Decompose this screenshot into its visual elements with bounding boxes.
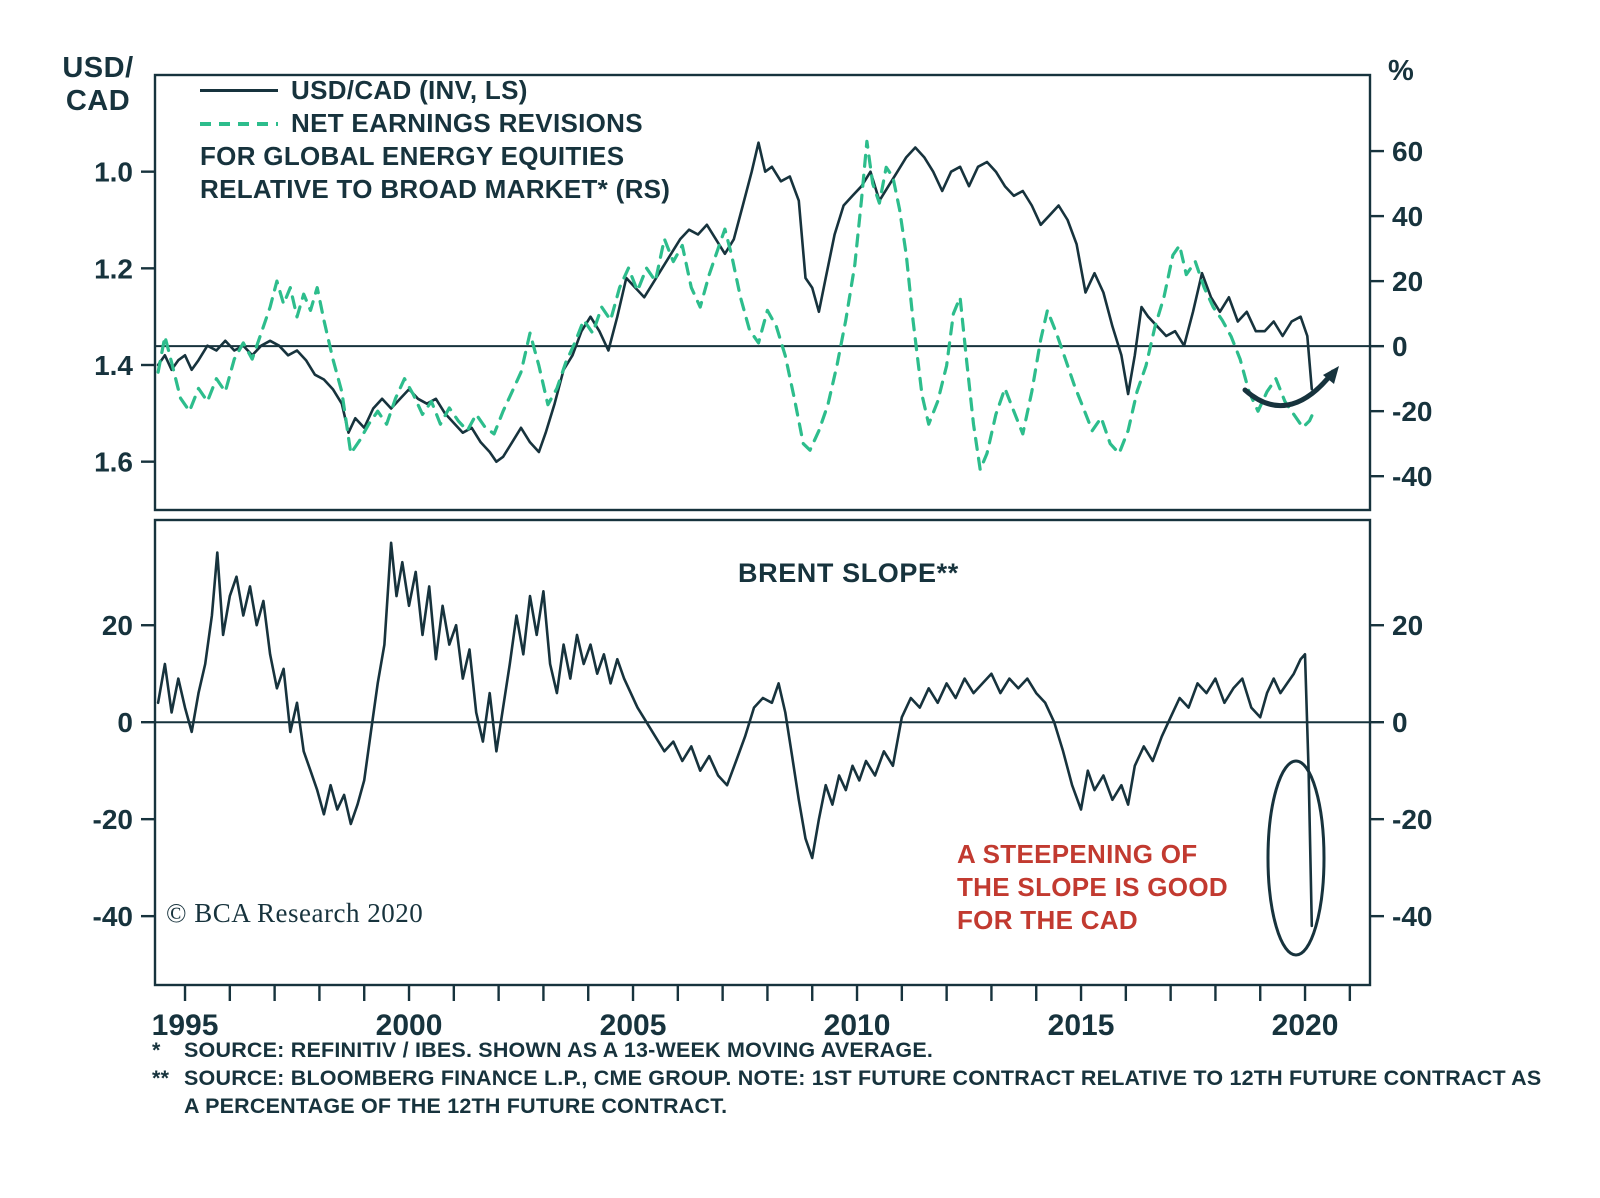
red-annotation: A STEEPENING OF THE SLOPE IS GOOD FOR TH… [957, 838, 1228, 937]
right-tick-label: -20 [1392, 804, 1432, 835]
left-tick-label: -20 [93, 804, 133, 835]
left-tick-label: 0 [117, 707, 133, 738]
right-tick-label: 0 [1392, 707, 1408, 738]
right-tick-label: 20 [1392, 610, 1423, 641]
legend-item-net-earnings: NET EARNINGS REVISIONS [200, 107, 670, 140]
y-axis-left-unit-line1: USD/ [62, 52, 134, 84]
right-tick-label: -20 [1392, 396, 1432, 427]
left-tick-label: -40 [93, 901, 133, 932]
y-axis-left-unit-line2: CAD [65, 85, 131, 117]
footnote-1: * SOURCE: REFINITIV / IBES. SHOWN AS A 1… [152, 1036, 1542, 1064]
bottom-panel-frame [153, 518, 1372, 987]
left-tick-label: 20 [102, 610, 133, 641]
footnotes: * SOURCE: REFINITIV / IBES. SHOWN AS A 1… [152, 1036, 1542, 1120]
top-panel-frame [153, 73, 1372, 512]
red-annotation-line1: A STEEPENING OF [957, 839, 1198, 869]
y-axis-right-unit-label: % [1388, 55, 1414, 87]
legend-item-continuation-1: FOR GLOBAL ENERGY EQUITIES [200, 140, 670, 173]
right-tick-label: -40 [1392, 901, 1432, 932]
x-tick-label: 1995 [152, 1009, 219, 1042]
red-annotation-line3: FOR THE CAD [957, 905, 1138, 935]
right-tick-label: 60 [1392, 136, 1423, 167]
dashed-line-swatch-icon [200, 121, 278, 126]
x-tick-label: 2015 [1048, 1009, 1115, 1042]
left-tick-label: 1.0 [94, 157, 133, 188]
red-annotation-line2: THE SLOPE IS GOOD [957, 872, 1228, 902]
legend-label-usdcad: USD/CAD (INV, LS) [291, 75, 528, 105]
y-axis-left-unit-label: USD/ CAD [52, 52, 144, 118]
left-tick-label: 1.2 [94, 253, 133, 284]
footnote-1-text: SOURCE: REFINITIV / IBES. SHOWN AS A 13-… [184, 1038, 934, 1062]
left-tick-label: 1.6 [94, 447, 133, 478]
legend-item-usdcad: USD/CAD (INV, LS) [200, 74, 670, 107]
footnote-1-marker: * [152, 1038, 161, 1062]
x-tick-label: 2005 [600, 1009, 667, 1042]
net-earnings-revisions-line [156, 139, 1316, 472]
legend-label-continuation-1: FOR GLOBAL ENERGY EQUITIES [200, 141, 625, 171]
brent-slope-line [156, 541, 1314, 928]
right-tick-label: -40 [1392, 461, 1432, 492]
right-tick-label: 0 [1392, 331, 1408, 362]
footnote-2-text: SOURCE: BLOOMBERG FINANCE L.P., CME GROU… [184, 1066, 1542, 1118]
legend-item-continuation-2: RELATIVE TO BROAD MARKET* (RS) [200, 173, 670, 206]
highlight-ellipse-icon [1266, 759, 1326, 957]
copyright-notice: © BCA Research 2020 [166, 898, 424, 928]
solid-line-swatch-icon [200, 88, 278, 93]
footnote-2-marker: ** [152, 1066, 170, 1090]
legend-label-net-earnings: NET EARNINGS REVISIONS [291, 108, 643, 138]
trend-arrow-icon [1242, 369, 1336, 408]
left-tick-label: 1.4 [94, 350, 133, 381]
legend-label-continuation-2: RELATIVE TO BROAD MARKET* (RS) [200, 174, 671, 204]
bottom-panel-title: BRENT SLOPE** [738, 558, 959, 588]
x-tick-label: 2010 [824, 1009, 891, 1042]
right-tick-label: 40 [1392, 201, 1423, 232]
trend-arrow-head-icon [1323, 366, 1339, 384]
right-tick-label: 20 [1392, 266, 1423, 297]
x-tick-label: 2000 [376, 1009, 443, 1042]
legend: USD/CAD (INV, LS) NET EARNINGS REVISIONS… [200, 74, 670, 206]
footnote-2: ** SOURCE: BLOOMBERG FINANCE L.P., CME G… [152, 1064, 1542, 1120]
x-tick-label: 2020 [1272, 1009, 1339, 1042]
